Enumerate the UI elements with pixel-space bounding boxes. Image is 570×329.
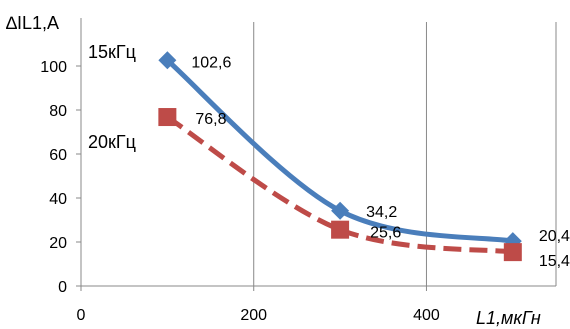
data-label: 76,8 xyxy=(195,111,226,128)
chart-title: ∆IL1,A xyxy=(6,13,59,33)
y-tick-label: 60 xyxy=(49,147,67,164)
y-tick-label: 0 xyxy=(58,279,67,296)
axes xyxy=(76,18,556,291)
data-label: 102,6 xyxy=(191,54,231,71)
tick-labels: 0 20 40 60 80 100 0 200 400 xyxy=(40,59,440,324)
x-axis-label: L1,мкГн xyxy=(476,308,541,328)
grid-lines xyxy=(253,22,557,286)
x-tick-label: 0 xyxy=(77,307,86,324)
data-point-square xyxy=(503,243,522,262)
series-line-1 xyxy=(165,114,514,255)
series-name-20khz: 20кГц xyxy=(88,132,136,152)
data-labels: 102,6 34,2 20,4 76,8 25,6 15,4 xyxy=(191,54,570,270)
data-point-diamond xyxy=(158,51,177,70)
y-tick-label: 80 xyxy=(49,103,67,120)
data-point-diamond xyxy=(331,201,350,220)
y-tick-label: 40 xyxy=(49,191,67,208)
data-label: 34,2 xyxy=(366,204,397,221)
x-tick-label: 400 xyxy=(413,307,440,324)
x-tick-label: 200 xyxy=(240,307,267,324)
y-tick-label: 20 xyxy=(49,235,67,252)
data-label: 15,4 xyxy=(539,253,570,270)
data-label: 25,6 xyxy=(370,225,401,242)
data-label: 20,4 xyxy=(539,228,570,245)
y-tick-label: 100 xyxy=(40,59,67,76)
series-name-15khz: 15кГц xyxy=(88,42,136,62)
data-point-square xyxy=(331,220,350,239)
series-layer xyxy=(158,51,522,262)
data-point-square xyxy=(158,108,177,127)
